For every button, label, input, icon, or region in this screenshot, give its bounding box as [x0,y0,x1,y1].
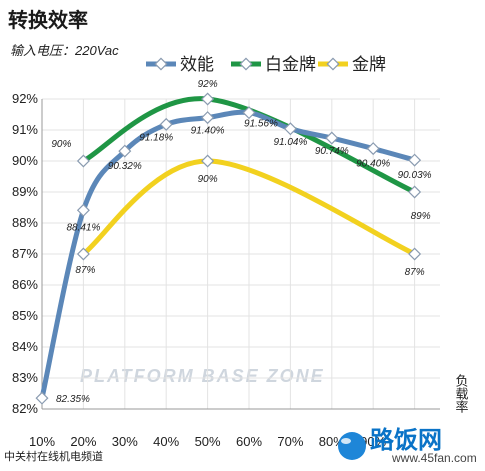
data-label: 90.03% [398,170,432,181]
y-tick-label: 92% [12,91,38,106]
y-tick-label: 83% [12,370,38,385]
y-tick-label: 82% [12,401,38,416]
x-tick-label: 20% [70,434,96,449]
data-label: 90.32% [108,161,142,172]
data-label: 90% [198,174,218,185]
site-logo: 路饭网 www.45fan.com [338,426,477,465]
y-tick-label: 84% [12,339,38,354]
data-label: 90.74% [315,146,349,157]
source-text: 中关村在线机电频道 [4,449,103,463]
chart-grid [41,98,440,410]
data-point [76,247,90,261]
site-logo-url: www.45fan.com [391,451,477,465]
y-tick-label: 86% [12,277,38,292]
x-tick-label: 70% [277,434,303,449]
data-label: 91.04% [273,137,307,148]
data-point [76,154,90,168]
watermark-text: PLATFORM BASE ZONE [80,366,325,386]
data-point [201,111,215,125]
data-point [201,92,215,106]
x-axis-title: 负载率 [454,374,469,413]
legend-label: 白金牌 [265,55,316,74]
x-tick-label: 60% [236,434,262,449]
chart-subtitle: 输入电压：220Vac [10,43,119,58]
x-tick-label: 50% [195,434,221,449]
legend: 效能 白金牌 金牌 [146,55,386,74]
site-logo-icon [338,432,366,460]
x-tick-label: 90% [360,434,386,449]
legend-label: 金牌 [352,55,386,74]
data-point [408,185,422,199]
data-label: 87% [75,265,95,276]
chart-title: 转换效率 [8,10,88,32]
series-layer: 87% 90% 87% 90% 92% 89% 82.35% 88.41% 90.32% 91.1… [35,79,432,405]
data-label: 88.41% [66,222,100,233]
data-point [366,142,380,156]
data-label: 91.40% [191,126,225,137]
data-label: 92% [198,79,218,90]
chart-axes: 82% 83% 84% 85% 86% 87% 88% 89% 90% 91% 92% 10% 20% 3… [12,91,440,449]
data-label: 91.18% [139,132,173,143]
y-tick-label: 89% [12,184,38,199]
y-tick-label: 90% [12,153,38,168]
legend-marker [326,57,340,71]
y-tick-label: 85% [12,308,38,323]
x-tick-label: 40% [153,434,179,449]
data-point [76,203,90,217]
y-tick-label: 88% [12,215,38,230]
x-tick-label: 10% [29,434,55,449]
data-point [408,153,422,167]
y-tick-label: 87% [12,246,38,261]
site-logo-name: 路饭网 [370,426,442,454]
series-line-0 [39,109,418,401]
data-point [325,131,339,145]
data-point [408,247,422,261]
data-point [283,122,297,136]
data-label: 90.40% [356,159,390,170]
legend-label: 效能 [180,55,214,74]
data-point [35,391,49,405]
data-point [242,106,256,120]
data-point [159,117,173,131]
site-logo-highlight [341,438,351,444]
legend-marker [154,57,168,71]
data-point [118,144,132,158]
legend-marker [239,57,253,71]
y-tick-label: 91% [12,122,38,137]
data-label: 82.35% [56,394,90,405]
x-tick-label: 30% [112,434,138,449]
data-label: 87% [405,267,425,278]
data-label: 91.56% [244,119,278,130]
watermark: PLATFORM BASE ZONE [80,366,325,386]
data-point [201,154,215,168]
data-label: 90% [51,139,71,150]
data-label: 89% [411,211,431,222]
